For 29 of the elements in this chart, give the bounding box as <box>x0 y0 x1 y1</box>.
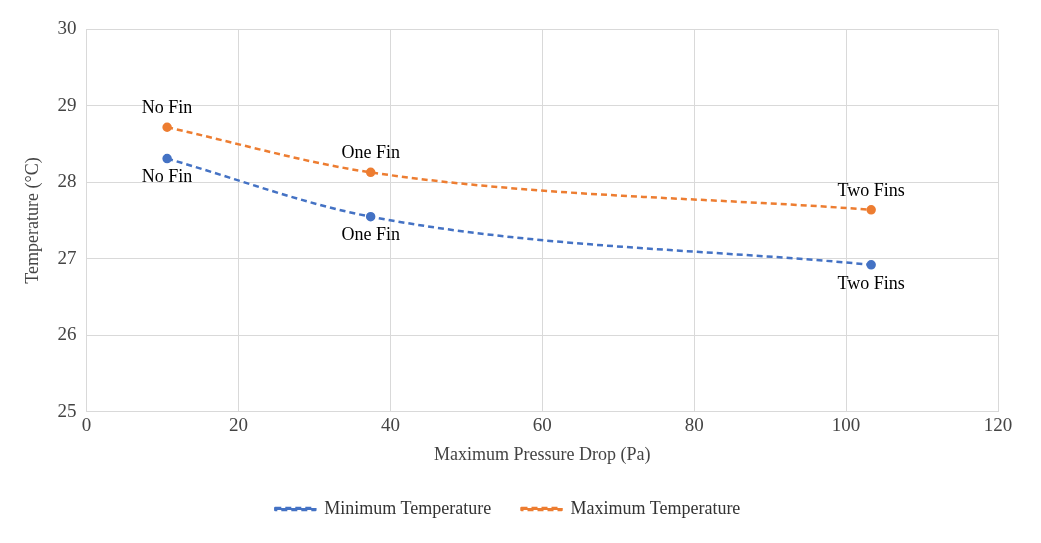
y-tick-label: 28 <box>57 170 77 192</box>
point <box>866 260 876 270</box>
annotation: No Fin <box>141 166 193 187</box>
x-tick-label: 40 <box>380 413 400 435</box>
x-axis-title: Maximum Pressure Drop (Pa) <box>434 443 651 465</box>
point <box>365 211 376 222</box>
y-axis-title: Temperature (°C) <box>21 157 43 284</box>
annotation: Two Fins <box>837 272 905 293</box>
x-tick-label: 120 <box>983 413 1013 435</box>
legend-label: Maximum Temperature <box>570 497 741 518</box>
y-tick-label: 25 <box>57 399 77 421</box>
y-tick-label: 29 <box>57 93 77 115</box>
x-tick-label: 0 <box>81 413 92 435</box>
annotation: No Fin <box>141 96 193 117</box>
annotation: One Fin <box>341 224 400 245</box>
point <box>866 205 876 215</box>
x-tick-label: 20 <box>229 413 248 435</box>
y-tick-label: 30 <box>57 17 77 39</box>
x-tick-label: 80 <box>684 413 704 435</box>
y-tick-label: 26 <box>57 323 77 345</box>
point <box>365 167 376 178</box>
x-tick-label: 60 <box>532 413 552 435</box>
annotation: Two Fins <box>837 179 905 200</box>
legend-label: Minimum Temperature <box>324 497 492 518</box>
y-tick-label: 27 <box>57 246 77 268</box>
annotation: One Fin <box>341 142 400 163</box>
x-tick-label: 100 <box>831 413 861 435</box>
point <box>162 153 172 164</box>
point <box>162 122 172 132</box>
